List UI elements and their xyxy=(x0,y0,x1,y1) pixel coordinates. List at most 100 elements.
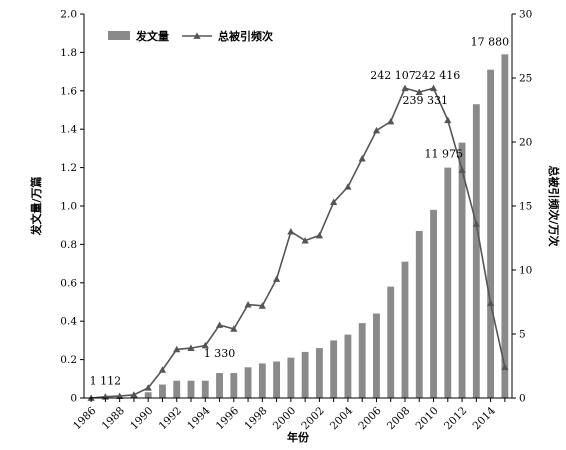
data-label-1995: 1 330 xyxy=(204,347,236,360)
bar-1996 xyxy=(230,373,238,398)
citation-point-2005 xyxy=(358,155,366,162)
y-left-tick-label: 2.0 xyxy=(60,9,77,21)
bar-2013 xyxy=(472,104,480,399)
y-left-tick-label: 1.2 xyxy=(60,162,77,174)
bar-1993 xyxy=(187,380,195,398)
citation-point-2008 xyxy=(401,84,409,92)
citation-point-1989 xyxy=(130,391,138,398)
legend-bar-swatch xyxy=(108,31,130,40)
citation-point-2009 xyxy=(415,88,423,95)
citation-point-2003 xyxy=(330,198,338,206)
x-tick-label: 1994 xyxy=(185,405,213,433)
bar-2000 xyxy=(287,357,295,398)
bar-1991 xyxy=(159,384,166,398)
bar-1998 xyxy=(258,363,266,398)
data-label-2009: 239 331 xyxy=(403,94,449,107)
data-label-2010: 242 416 xyxy=(415,69,461,82)
bar-1990 xyxy=(144,392,152,398)
citation-point-1990 xyxy=(144,384,152,391)
bar-2005 xyxy=(358,323,366,398)
x-tick-label: 1990 xyxy=(128,405,155,432)
x-tick-label: 2000 xyxy=(271,405,298,432)
citation-point-1999 xyxy=(273,275,281,282)
data-label-2015: 17 880 xyxy=(471,35,510,48)
x-tick-label: 1992 xyxy=(157,405,184,432)
bar-1997 xyxy=(244,367,252,398)
legend-line-label: 总被引频次 xyxy=(218,29,273,43)
legend-line-marker xyxy=(193,32,201,39)
bar-2009 xyxy=(415,230,423,398)
bar-2004 xyxy=(344,334,352,398)
bar-2008 xyxy=(401,261,409,398)
citation-point-2000 xyxy=(287,228,295,235)
citation-point-1988 xyxy=(116,392,124,399)
y-left-tick-label: 0.8 xyxy=(60,239,77,251)
citation-point-1992 xyxy=(173,345,181,353)
bar-2014 xyxy=(487,69,495,399)
x-tick-label: 1988 xyxy=(100,405,127,432)
citation-point-2010 xyxy=(429,84,438,92)
bar-2010 xyxy=(430,209,437,398)
legend-bar-label: 发文量 xyxy=(135,29,169,43)
x-tick-label: 1986 xyxy=(71,405,99,433)
y-right-tick-label: 10 xyxy=(519,265,532,277)
citation-point-1996 xyxy=(230,325,238,332)
x-tick-label: 1998 xyxy=(242,405,269,432)
citation-point-2015 xyxy=(501,363,509,371)
y-left-tick-label: 0.2 xyxy=(60,354,77,366)
citation-point-1998 xyxy=(258,302,266,309)
x-axis-title: 年份 xyxy=(287,430,310,444)
y-left-tick-label: 1.4 xyxy=(60,124,77,136)
citation-point-2011 xyxy=(444,116,452,124)
y-right-tick-label: 15 xyxy=(519,201,532,213)
data-label-2011: 11 975 xyxy=(425,148,464,161)
citation-point-1997 xyxy=(244,300,252,308)
y-left-tick-label: 0.6 xyxy=(60,277,77,289)
y-right-axis-title: 总被引频次/万次 xyxy=(547,165,561,246)
x-tick-label: 2014 xyxy=(471,405,499,433)
citation-point-2001 xyxy=(301,236,309,244)
x-tick-label: 2010 xyxy=(413,405,440,432)
citation-point-2006 xyxy=(372,126,381,134)
citation-point-1991 xyxy=(158,366,167,373)
citation-point-2014 xyxy=(487,299,495,307)
bar-2002 xyxy=(315,348,323,398)
y-left-tick-label: 1.8 xyxy=(60,47,77,59)
x-tick-label: 2008 xyxy=(385,405,412,432)
x-tick-label: 2002 xyxy=(299,405,326,432)
bar-2011 xyxy=(444,167,452,398)
y-left-tick-label: 1.6 xyxy=(60,85,77,97)
citation-point-2012 xyxy=(458,166,466,174)
x-tick-label: 2004 xyxy=(328,405,356,433)
y-left-tick-label: 1.0 xyxy=(60,201,77,213)
citation-point-2007 xyxy=(387,117,395,125)
x-tick-label: 2006 xyxy=(356,405,384,433)
citation-point-2002 xyxy=(315,231,323,239)
citation-point-1995 xyxy=(215,321,224,328)
bar-1994 xyxy=(201,380,209,398)
x-tick-label: 2012 xyxy=(442,405,469,432)
bar-2015 xyxy=(501,54,509,398)
y-left-tick-label: 0 xyxy=(70,393,77,405)
bar-2003 xyxy=(330,340,338,398)
bar-1999 xyxy=(273,361,281,398)
bar-2007 xyxy=(387,286,395,398)
citation-point-2004 xyxy=(344,183,352,190)
bar-2006 xyxy=(373,313,380,398)
y-right-tick-label: 30 xyxy=(519,9,532,21)
bar-2012 xyxy=(458,142,466,398)
bar-1995 xyxy=(216,373,223,398)
citation-point-1993 xyxy=(187,344,195,351)
data-label-2008: 242 107 xyxy=(370,69,416,82)
y-right-tick-label: 5 xyxy=(519,329,526,341)
bar-2001 xyxy=(301,351,309,398)
citation-point-1994 xyxy=(201,341,209,349)
citation-line xyxy=(91,87,506,399)
y-right-tick-label: 25 xyxy=(519,73,532,85)
y-right-tick-label: 0 xyxy=(519,393,526,405)
data-label-1987: 1 112 xyxy=(90,375,122,388)
citation-point-2013 xyxy=(472,220,480,227)
x-tick-label: 1996 xyxy=(214,405,242,433)
